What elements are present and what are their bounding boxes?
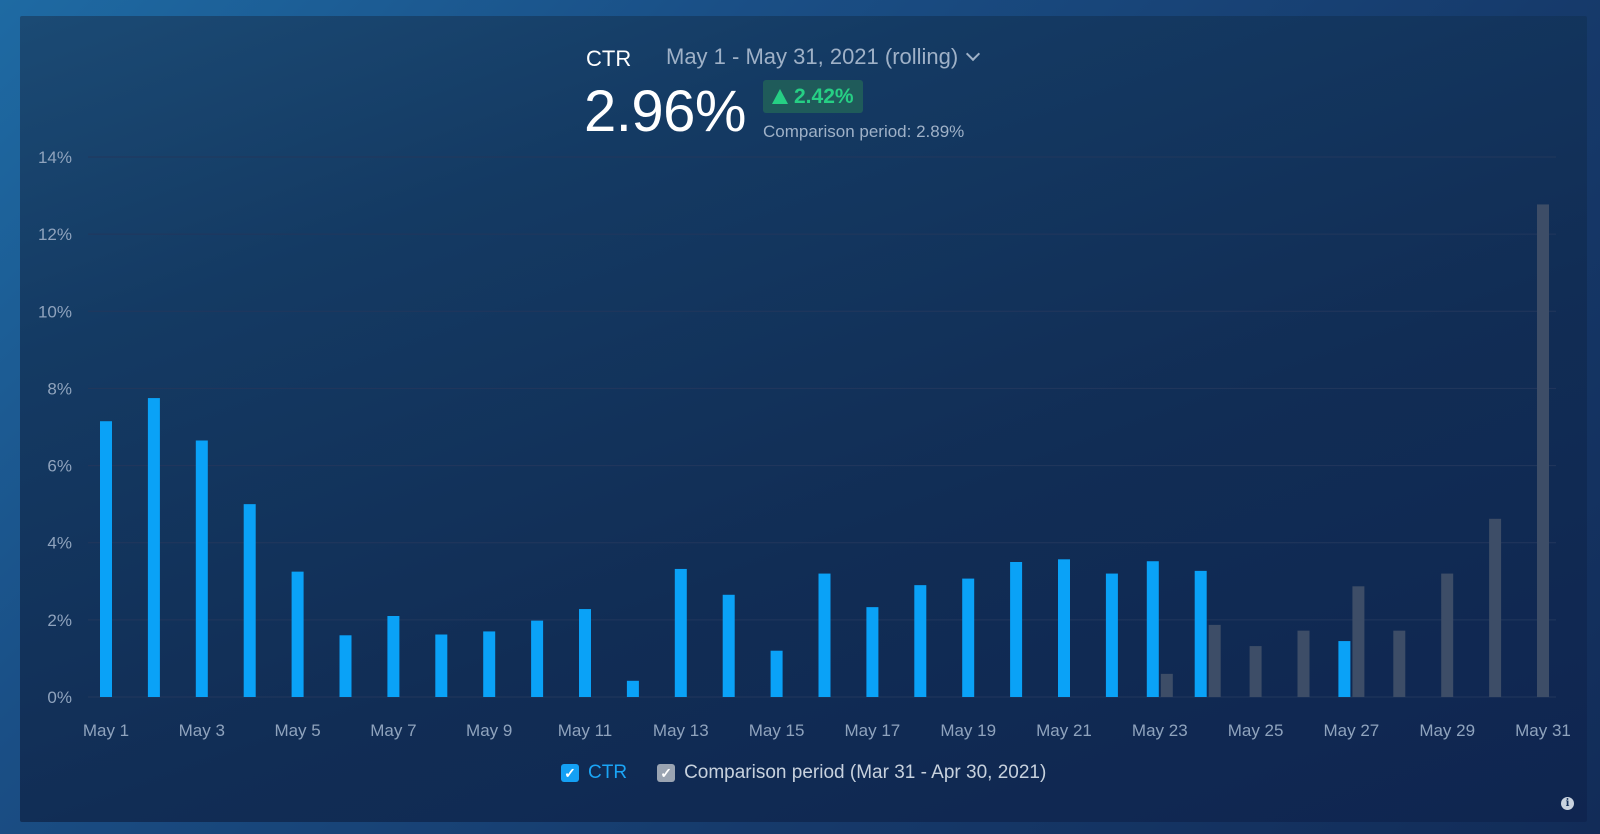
comparison-text: Comparison period: 2.89% [763,122,965,141]
ctr-bar[interactable] [531,620,544,697]
comparison-bar[interactable] [1489,518,1502,697]
ctr-bar[interactable] [195,440,208,698]
checkmark-icon[interactable]: ✓ [657,764,676,782]
metric-title: CTR [586,46,632,71]
ctr-bar[interactable] [626,680,639,697]
x-tick-label: May 5 [274,721,320,740]
legend-label-comparison: Comparison period (Mar 31 - Apr 30, 2021… [684,762,1047,783]
x-tick-label: May 31 [1515,721,1571,740]
legend-item-ctr[interactable]: ✓ CTR [561,762,627,784]
chevron-down-icon [966,46,981,62]
ctr-bar[interactable] [243,504,256,697]
y-tick-label: 6% [47,457,72,476]
ctr-bar[interactable] [962,578,975,697]
comparison-bar[interactable] [1537,204,1549,697]
ctr-bar[interactable] [483,631,496,697]
change-badge: 2.42% [763,80,863,113]
change-value: 2.42% [794,84,854,108]
checkmark-icon[interactable]: ✓ [561,764,579,782]
date-range-label: May 1 - May 31, 2021 (rolling) [666,44,959,69]
x-tick-label: May 1 [83,721,129,740]
comparison-bar[interactable] [1249,646,1262,697]
ctr-bar[interactable] [147,398,160,697]
x-tick-label: May 9 [466,721,512,740]
y-tick-label: 12% [38,225,72,244]
comparison-bar[interactable] [1393,630,1406,697]
x-tick-label: May 29 [1419,721,1475,740]
comparison-bar[interactable] [1441,573,1454,697]
ctr-bar[interactable] [1058,559,1070,697]
x-tick-label: May 11 [558,721,613,740]
metric-header: CTR May 1 - May 31, 2021 (rolling) 2.96%… [584,42,1016,152]
y-tick-label: 8% [47,379,72,398]
ctr-bar[interactable] [100,421,112,697]
ctr-bar[interactable] [674,568,687,697]
ctr-bar[interactable] [579,609,591,697]
comparison-bar[interactable] [1208,624,1221,697]
x-tick-label: May 21 [1036,721,1092,740]
ctr-bar[interactable] [387,616,400,697]
x-tick-label: May 15 [749,721,805,740]
legend-label-ctr: CTR [588,762,628,783]
ctr-bar[interactable] [1338,641,1351,697]
comparison-bar[interactable] [1160,673,1173,697]
ctr-bar[interactable] [866,607,879,697]
x-tick-label: May 3 [179,721,225,740]
y-tick-label: 4% [47,534,72,553]
legend-item-comparison[interactable]: ✓ Comparison period (Mar 31 - Apr 30, 20… [657,762,1046,784]
x-tick-label: May 17 [845,721,901,740]
y-tick-label: 10% [38,302,72,321]
ctr-bar[interactable] [770,650,783,697]
ctr-bar[interactable] [339,635,352,697]
ctr-bar[interactable] [1146,561,1159,697]
comparison-bar[interactable] [1297,630,1310,697]
x-tick-label: May 13 [653,721,709,740]
bars [100,204,1549,697]
x-tick-label: May 27 [1324,721,1380,740]
triangle-up-icon [772,89,788,104]
ctr-bar[interactable] [435,634,448,697]
ctr-bar[interactable] [914,585,927,697]
ctr-bar[interactable] [722,594,735,697]
x-tick-label: May 25 [1228,721,1284,740]
ctr-widget-card [20,16,1587,822]
ctr-bar[interactable] [818,573,831,697]
x-tick-label: May 19 [940,721,996,740]
x-tick-label: May 7 [370,721,416,740]
date-range-dropdown[interactable]: May 1 - May 31, 2021 (rolling) [666,44,981,70]
ctr-bar[interactable] [1010,562,1023,697]
metric-value: 2.96% [584,79,746,144]
x-tick-label: May 23 [1132,721,1188,740]
comparison-bar[interactable] [1352,586,1365,697]
ctr-bar[interactable] [1194,570,1207,697]
y-tick-label: 14% [38,148,72,167]
info-icon[interactable]: i [1561,797,1574,810]
ctr-bar[interactable] [291,571,304,697]
y-tick-label: 0% [47,688,72,707]
ctr-bar[interactable] [1105,573,1118,697]
chart-legend: ✓ CTR ✓ Comparison period (Mar 31 - Apr … [561,762,1046,784]
y-tick-label: 2% [47,611,72,630]
x-axis-ticks: May 1 May 3 May 5 May 7 May 9 May 11 May 13 May… [83,721,1571,740]
y-axis-ticks: 0% 2% 4% 6% 8% 10% 12% 14% [38,148,72,707]
